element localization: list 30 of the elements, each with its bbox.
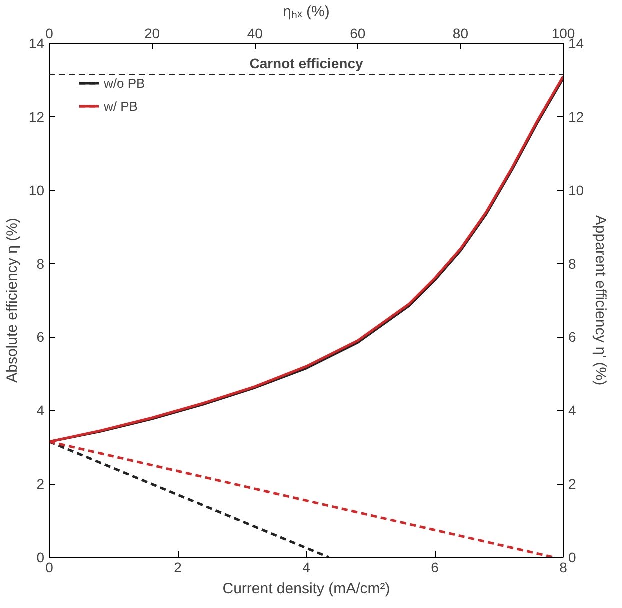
y2-tick-label: 2 [568,476,576,492]
x-tick-label: 6 [431,560,440,576]
y-tick-label: 0 [36,550,45,566]
x2-tick-label: 60 [350,26,366,42]
y-axis-title: Absolute efficiency η (%) [4,218,21,383]
x2-tick-label: 20 [144,26,160,42]
y2-tick-label: 12 [568,108,584,125]
x2-tick-label: 40 [247,26,264,42]
y2-tick-label: 6 [568,329,576,346]
y-tick-label: 10 [28,182,45,198]
x-tick-label: 2 [174,560,182,576]
y-tick-label: 8 [36,256,45,272]
ref-line-label: Carnot efficiency [250,56,364,72]
y-tick-label: 6 [36,329,45,346]
x2-axis-title: ηₕₓ (%) [283,4,330,20]
y-tick-label: 12 [28,108,45,125]
legend-label: w/ PB [104,98,138,114]
x-tick-label: 8 [560,560,568,576]
y-tick-label: 14 [28,36,45,52]
x-axis-title: Current density (mA/cm²) [222,580,390,598]
x2-tick-label: 80 [452,26,469,42]
y-tick-label: 4 [36,402,45,419]
legend-label: w/o PB [104,76,146,90]
x-tick-label: 4 [302,560,311,576]
y2-tick-label: 4 [568,402,576,419]
y2-tick-label: 10 [568,182,584,198]
y2-tick-label: 0 [568,550,576,566]
y2-axis-title: Apparent efficiency η' (%) [592,215,610,386]
y-tick-label: 2 [36,476,45,492]
y2-tick-label: 8 [568,256,576,272]
